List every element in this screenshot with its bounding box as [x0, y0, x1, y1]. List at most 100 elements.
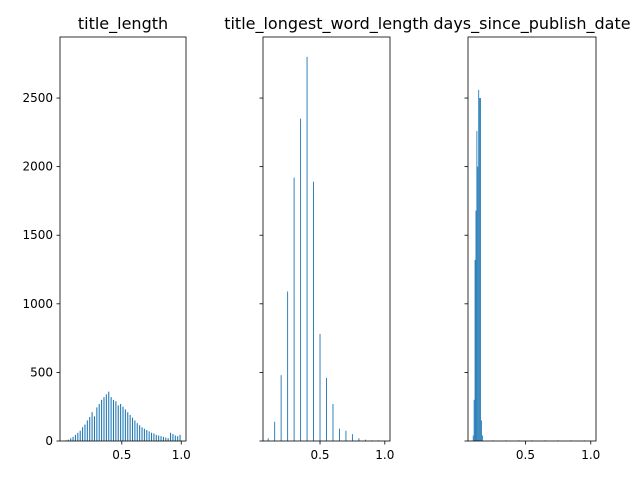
- histogram-bar: [475, 210, 477, 441]
- histogram-bar: [472, 435, 474, 441]
- subplot-1: 0 500 1000 1500 2000 2500 0.5 1.0 title_length: [22, 14, 190, 462]
- y-tick-label: 1000: [22, 297, 53, 311]
- histogram-bar: [306, 56, 308, 441]
- histogram-bar: [339, 428, 340, 441]
- histogram-bar: [129, 414, 131, 441]
- histogram-bar: [67, 439, 69, 441]
- histogram-bar: [177, 436, 179, 441]
- histogram-bar: [122, 406, 124, 441]
- x-tick-label: 0.5: [112, 448, 131, 462]
- histogram-bar: [101, 399, 103, 441]
- y-tick-label: 2000: [22, 160, 53, 174]
- histogram-bar: [86, 420, 88, 441]
- histogram-bar: [153, 433, 155, 441]
- histogram-bar: [476, 130, 478, 442]
- histogram-bar: [165, 437, 167, 441]
- histogram-bar: [115, 401, 117, 441]
- histogram-bar: [358, 438, 360, 441]
- histogram-bar: [174, 435, 176, 441]
- histogram-bar: [110, 397, 112, 441]
- histogram-bar: [345, 430, 347, 441]
- x-tick-label: 0.5: [516, 448, 535, 462]
- histogram-bar: [127, 412, 129, 441]
- histogram-bar: [167, 438, 169, 441]
- histogram-bar: [98, 403, 100, 441]
- histogram-bar: [79, 430, 81, 441]
- histogram-bar: [319, 333, 321, 441]
- histogram-bar: [72, 436, 74, 441]
- histogram-bar: [293, 177, 295, 441]
- histogram-bar: [477, 166, 479, 442]
- axes-frame: [467, 36, 597, 442]
- histogram-bar: [155, 434, 157, 441]
- histogram-bar: [148, 431, 150, 441]
- histogram-bar: [326, 377, 327, 441]
- histogram-bar: [480, 98, 481, 441]
- histogram-bar: [267, 438, 269, 441]
- histogram-bar: [481, 420, 482, 441]
- x-tick-label: 1.0: [172, 448, 191, 462]
- histogram-bar: [332, 403, 334, 441]
- histogram-bar: [141, 427, 143, 441]
- histogram-bar: [91, 412, 93, 441]
- histogram-bar: [103, 397, 105, 441]
- histogram-bar: [134, 420, 136, 441]
- subplot-title: days_since_publish_date: [433, 14, 630, 34]
- histogram-bar: [313, 181, 314, 441]
- y-tick-label: 0: [45, 434, 53, 448]
- histogram-bar: [139, 425, 141, 441]
- x-tick-label: 1.0: [375, 448, 394, 462]
- histogram-bar: [150, 432, 153, 441]
- histogram-bar: [74, 434, 76, 441]
- histogram-bar: [160, 436, 162, 441]
- histogram-bars: [472, 89, 585, 442]
- axes-frame: [59, 36, 187, 442]
- histogram-bar: [478, 89, 480, 441]
- histogram-bar: [120, 403, 122, 441]
- histogram-bar: [93, 416, 96, 441]
- histogram-bar: [364, 439, 366, 441]
- histogram-bar: [124, 409, 126, 441]
- histogram-bar: [474, 259, 476, 441]
- histogram-bar: [179, 434, 181, 441]
- histogram-bar: [84, 424, 86, 441]
- histogram-bar: [158, 435, 160, 441]
- y-tick-label: 1500: [22, 228, 53, 242]
- subplot-2: 0.5 1.0 title_longest_word_length: [224, 14, 429, 462]
- x-tick-label: 0.5: [310, 448, 329, 462]
- histogram-bar: [300, 118, 302, 441]
- histogram-bar: [146, 430, 148, 441]
- histogram-bar: [89, 416, 91, 441]
- histogram-bar: [479, 98, 481, 441]
- histogram-bar: [287, 291, 289, 441]
- histogram-bar: [105, 394, 107, 441]
- histogram-bar: [108, 391, 110, 441]
- histogram-bar: [82, 427, 84, 441]
- histogram-bar: [280, 375, 282, 441]
- subplot-title: title_longest_word_length: [224, 14, 429, 34]
- x-tick-label: 1.0: [581, 448, 600, 462]
- histogram-bar: [473, 399, 475, 441]
- histogram-bar: [481, 435, 483, 441]
- histogram-bar: [136, 423, 138, 441]
- histogram-bar: [117, 405, 119, 441]
- histogram-bar: [112, 399, 115, 441]
- y-tick-label: 2500: [22, 91, 53, 105]
- subplot-3: 0.5 1.0 days_since_publish_date: [433, 14, 630, 462]
- histogram-bar: [96, 407, 98, 441]
- histogram-bar: [351, 434, 353, 441]
- subplot-title: title_length: [78, 14, 168, 34]
- histogram-bars: [65, 391, 181, 441]
- histogram-bar: [131, 417, 134, 441]
- histogram-bar: [162, 436, 164, 441]
- histogram-bars: [267, 56, 379, 441]
- axes-frame: [262, 36, 391, 442]
- histogram-bar: [70, 438, 72, 441]
- histogram-bar: [170, 432, 172, 441]
- histogram-bar: [77, 432, 79, 441]
- histogram-bar: [172, 434, 174, 441]
- histogram-bar: [274, 421, 276, 441]
- histogram-bar: [143, 428, 145, 441]
- y-tick-label: 500: [30, 365, 53, 379]
